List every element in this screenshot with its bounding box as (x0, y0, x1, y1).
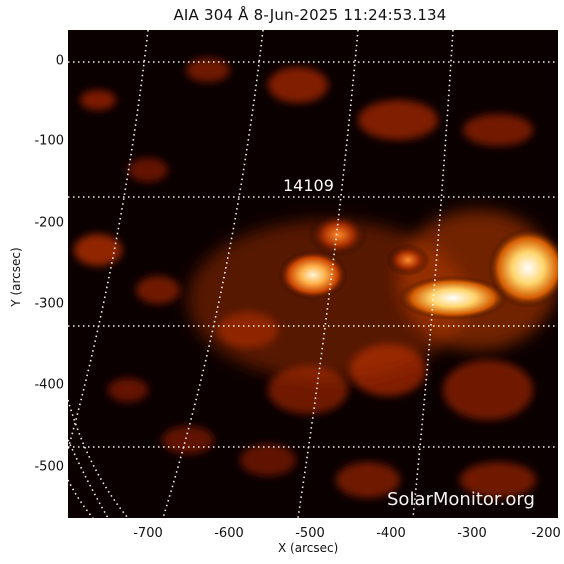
image-title: AIA 304 Å 8-Jun-2025 11:24:53.134 (173, 6, 447, 24)
y-tick-0: 0 (55, 53, 64, 69)
active-region-cores (278, 213, 558, 320)
x-tick-1: -600 (214, 526, 244, 541)
x-tick-3: -400 (376, 526, 406, 541)
x-tick-2: -500 (295, 526, 325, 541)
active-region-label: 14109 (283, 176, 334, 195)
helio-grid (68, 30, 558, 518)
y-tick-3: -300 (34, 296, 64, 312)
y-axis-label: Y (arcsec) (9, 247, 23, 307)
y-tick-5: -500 (34, 459, 64, 475)
solar-image-plot (68, 30, 558, 518)
x-tick-5: -200 (531, 526, 561, 541)
x-tick-0: -700 (133, 526, 163, 541)
y-tick-1: -100 (34, 133, 64, 149)
solarmonitor-watermark: SolarMonitor.org (387, 489, 535, 510)
y-tick-2: -200 (34, 215, 64, 231)
x-axis-label: X (arcsec) (278, 541, 339, 555)
x-tick-4: -300 (457, 526, 487, 541)
solar-image-svg (68, 30, 558, 518)
y-tick-4: -400 (34, 377, 64, 393)
